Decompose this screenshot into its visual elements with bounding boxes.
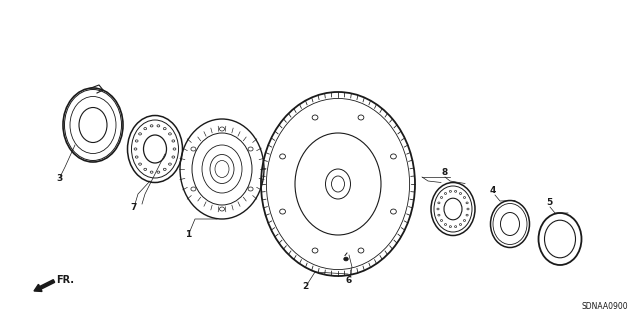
Ellipse shape (312, 248, 318, 253)
Ellipse shape (358, 115, 364, 120)
Ellipse shape (390, 209, 396, 214)
Ellipse shape (358, 248, 364, 253)
Text: 6: 6 (346, 276, 352, 285)
Ellipse shape (344, 257, 348, 261)
Ellipse shape (248, 147, 253, 151)
Ellipse shape (248, 187, 253, 191)
Ellipse shape (312, 115, 318, 120)
Text: 1: 1 (185, 230, 191, 239)
Ellipse shape (191, 187, 196, 191)
FancyArrow shape (34, 280, 54, 292)
Text: 4: 4 (490, 186, 497, 195)
Ellipse shape (220, 127, 225, 131)
Ellipse shape (191, 147, 196, 151)
Text: 2: 2 (302, 282, 308, 291)
Ellipse shape (220, 207, 225, 211)
Ellipse shape (390, 154, 396, 159)
Ellipse shape (280, 154, 285, 159)
Text: SDNAA0900: SDNAA0900 (581, 302, 628, 311)
Text: FR.: FR. (56, 275, 74, 285)
Text: 8: 8 (442, 168, 448, 177)
Text: 5: 5 (546, 198, 552, 207)
Ellipse shape (280, 209, 285, 214)
Text: 7: 7 (130, 203, 136, 212)
Text: 3: 3 (56, 174, 62, 183)
